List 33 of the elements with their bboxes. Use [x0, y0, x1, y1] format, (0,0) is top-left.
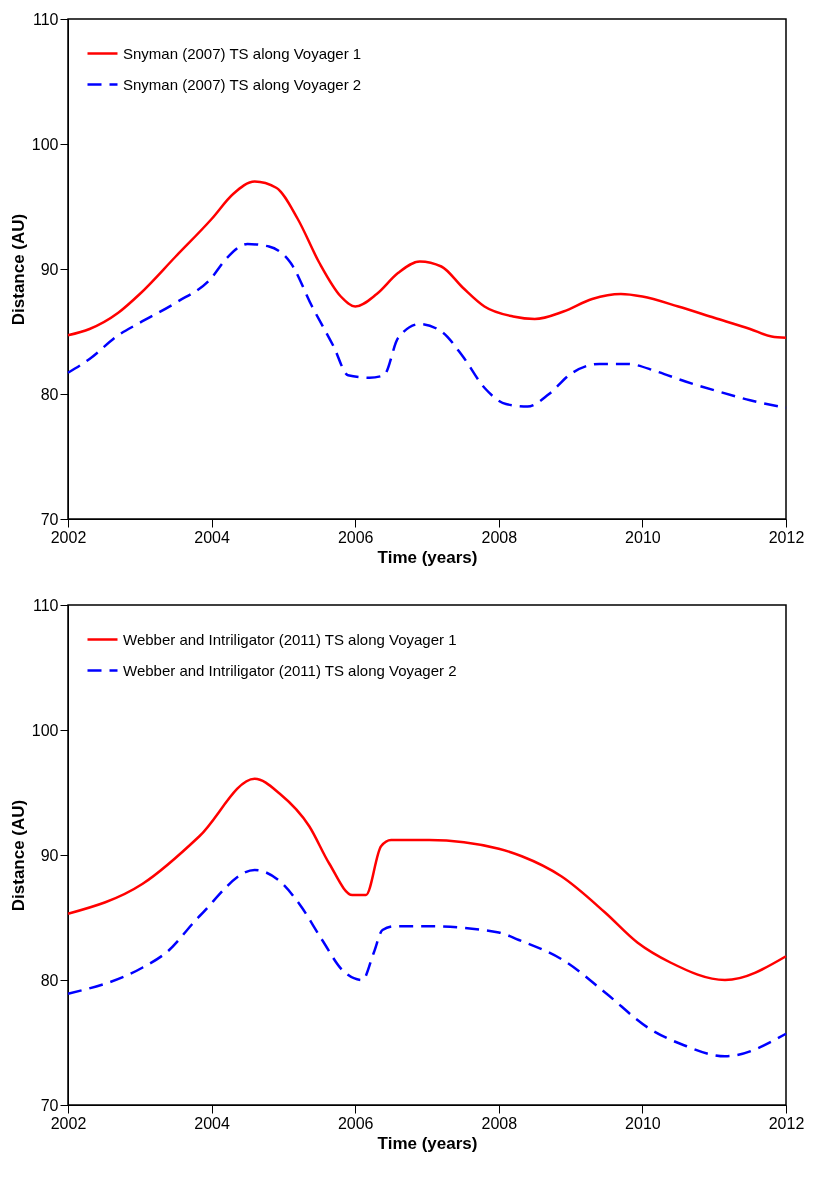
x-tick-label: 2010: [625, 1114, 661, 1132]
legend-label: Snyman (2007) TS along Voyager 1: [123, 44, 362, 62]
x-tick-label: 2004: [194, 528, 230, 546]
x-axis-title: Time (years): [377, 547, 478, 567]
y-tick-label: 90: [40, 846, 59, 864]
line-series: [66, 868, 788, 1058]
x-tick-label: 2002: [50, 1114, 87, 1132]
y-tick-label: 100: [31, 135, 59, 153]
x-tick-label: 2006: [337, 528, 374, 546]
line-series: [66, 777, 788, 982]
x-tick-label: 2004: [194, 1114, 230, 1132]
x-tick-label: 2010: [625, 528, 661, 546]
legend-label: Snyman (2007) TS along Voyager 2: [123, 75, 362, 93]
y-tick-label: 70: [40, 1096, 59, 1114]
y-tick-label: 70: [40, 510, 59, 528]
y-tick-label: 110: [32, 10, 59, 28]
x-tick-label: 2002: [50, 528, 87, 546]
legend-label: Webber and Intriligator (2011) TS along Voyager 1: [123, 630, 457, 648]
x-tick-label: 2012: [768, 1114, 805, 1132]
x-tick-label: 2006: [337, 1114, 374, 1132]
y-axis-title: Distance (AU): [8, 799, 28, 912]
line-series: [66, 180, 788, 339]
x-tick-label: 2008: [481, 528, 518, 546]
x-tick-label: 2008: [481, 1114, 518, 1132]
x-tick-label: 2012: [768, 528, 805, 546]
y-tick-label: 80: [40, 385, 59, 403]
y-axis-title: Distance (AU): [8, 213, 28, 326]
y-tick-label: 80: [40, 971, 59, 989]
x-axis-title: Time (years): [377, 1133, 478, 1153]
y-tick-label: 110: [32, 596, 59, 614]
y-tick-label: 100: [31, 721, 59, 739]
legend-label: Webber and Intriligator (2011) TS along Voyager 2: [123, 661, 457, 679]
y-tick-label: 90: [40, 260, 59, 278]
